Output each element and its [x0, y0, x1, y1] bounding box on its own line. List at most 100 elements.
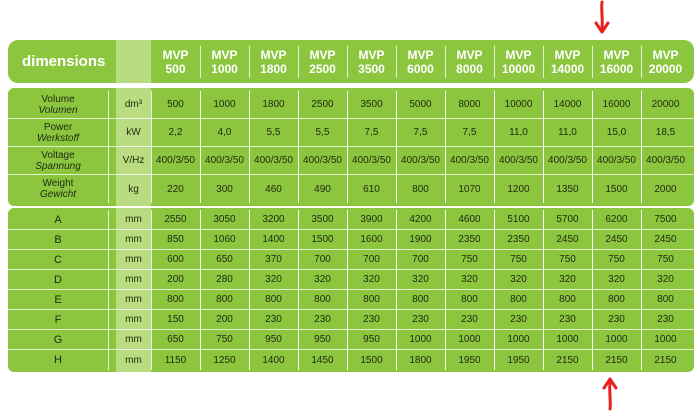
value-cell: 2150 — [556, 354, 579, 366]
model-name: MVP — [358, 48, 385, 62]
value-cell: 800 — [657, 294, 674, 305]
model-name: MVP — [505, 48, 532, 62]
value-cell: 230 — [363, 314, 380, 325]
value-cell: 800 — [461, 294, 478, 305]
row-label: H — [8, 350, 108, 370]
row-label: Weight Gewicht — [8, 175, 108, 203]
value-cell: 230 — [559, 314, 576, 325]
value-cell: 2450 — [556, 234, 579, 245]
column-divider — [298, 91, 299, 203]
value-cell: 7500 — [654, 214, 677, 225]
value-cell: 950 — [314, 334, 331, 345]
value-cell: 5,5 — [266, 127, 281, 138]
value-cell: 1600 — [360, 234, 383, 245]
value-cell: 2450 — [605, 234, 628, 245]
row-label: D — [8, 270, 108, 289]
dimension-letter: F — [54, 313, 62, 326]
value-cell: 200 — [216, 314, 233, 325]
value-cell: 11,0 — [558, 127, 577, 138]
dimension-letter: E — [54, 293, 62, 306]
table-row: Volume Volumen dm³ 500 1000 1800 2500 3500 5000 8… — [8, 91, 694, 119]
value-cell: 280 — [216, 274, 233, 285]
value-cell: 400/3/50 — [597, 155, 636, 166]
column-divider — [592, 210, 593, 370]
column-divider — [543, 46, 544, 78]
column-divider — [347, 46, 348, 78]
dimension-letter: H — [54, 354, 62, 366]
value-cell: 5,5 — [315, 127, 330, 138]
value-cell: 320 — [657, 274, 674, 285]
value-cell: 2150 — [654, 354, 677, 366]
value-cell: 7,5 — [364, 127, 379, 138]
value-cell: 7,5 — [413, 127, 428, 138]
column-divider — [298, 46, 299, 78]
row-label-text: Voltage Spannung — [35, 150, 81, 172]
dimensions-title: dimensions — [22, 53, 106, 70]
unit-column-strip — [116, 88, 151, 206]
column-divider — [445, 46, 446, 78]
model-header: MVP 14000 — [543, 44, 592, 80]
column-divider — [494, 46, 495, 78]
specs-table: Volume Volumen dm³ 500 1000 1800 2500 3500 5000 8… — [8, 88, 694, 206]
unit-cell: mm — [125, 274, 142, 285]
value-cell: 2550 — [164, 214, 187, 225]
value-cell: 750 — [608, 254, 625, 265]
value-cell: 950 — [363, 334, 380, 345]
model-size: 10000 — [501, 62, 536, 76]
value-cell: 2,2 — [168, 127, 183, 138]
value-cell: 1000 — [605, 334, 628, 345]
column-divider — [543, 210, 544, 370]
value-cell: 400/3/50 — [254, 155, 293, 166]
value-cell: 300 — [216, 183, 233, 195]
model-header: MVP 16000 — [592, 44, 641, 80]
value-cell: 400/3/50 — [401, 155, 440, 166]
model-name: MVP — [603, 48, 630, 62]
value-cell: 750 — [461, 254, 478, 265]
row-label-german: Werkstoff — [36, 132, 80, 144]
value-cell: 370 — [265, 254, 282, 265]
value-cell: 18,5 — [655, 127, 676, 138]
value-cell: 3050 — [213, 214, 236, 225]
header-bar: dimensions MVP 500 MVP 1000 MVP 1800 MVP 2500 MV… — [8, 40, 694, 83]
column-divider — [396, 46, 397, 78]
column-divider — [494, 210, 495, 370]
row-label: Voltage Spannung — [8, 147, 108, 174]
row-label-german: Gewicht — [39, 189, 77, 200]
value-cell: 1500 — [605, 183, 628, 195]
unit-column-strip — [116, 40, 151, 83]
value-cell: 20000 — [651, 99, 680, 110]
unit-cell: dm³ — [124, 99, 143, 110]
value-cell: 1950 — [458, 354, 481, 366]
dimension-letter: D — [54, 273, 62, 286]
model-size: 14000 — [550, 62, 585, 76]
value-cell: 230 — [608, 314, 625, 325]
value-cell: 800 — [314, 294, 331, 305]
model-header: MVP 2500 — [298, 44, 347, 80]
value-cell: 3900 — [360, 214, 383, 225]
model-name: MVP — [456, 48, 483, 62]
column-divider — [108, 210, 109, 370]
value-cell: 400/3/50 — [156, 155, 195, 166]
row-label: B — [8, 230, 108, 249]
value-cell: 1000 — [507, 334, 530, 345]
column-divider — [592, 46, 593, 78]
value-cell: 5700 — [556, 214, 579, 225]
model-header: MVP 3500 — [347, 44, 396, 80]
value-cell: 220 — [167, 183, 184, 195]
value-cell: 500 — [167, 99, 184, 110]
value-cell: 320 — [314, 274, 331, 285]
row-label: G — [8, 330, 108, 349]
value-cell: 230 — [412, 314, 429, 325]
value-cell: 1200 — [507, 183, 530, 195]
value-cell: 700 — [412, 254, 429, 265]
value-cell: 320 — [559, 274, 576, 285]
model-size: 6000 — [407, 62, 434, 76]
value-cell: 320 — [265, 274, 282, 285]
value-cell: 230 — [657, 314, 674, 325]
value-cell: 1500 — [360, 354, 383, 366]
column-divider — [347, 91, 348, 203]
column-divider — [641, 91, 642, 203]
